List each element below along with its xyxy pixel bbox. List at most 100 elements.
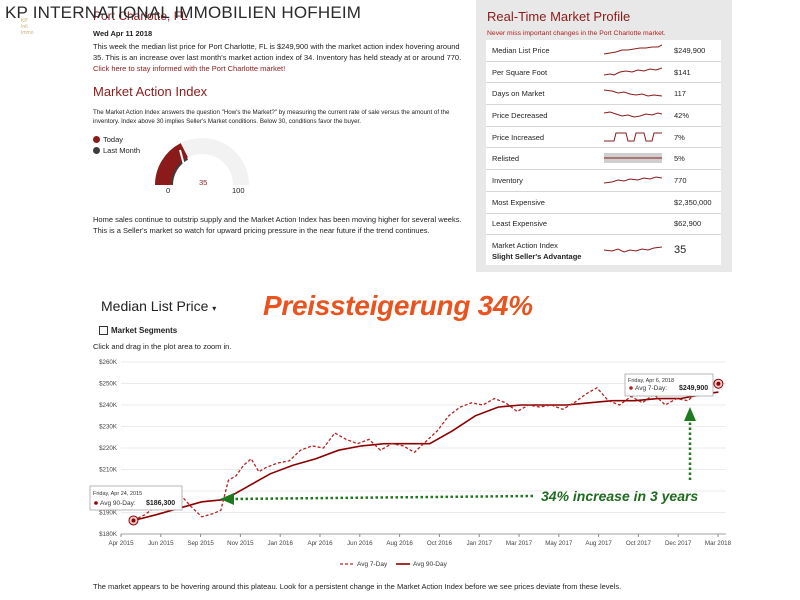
x-tick-label: Aug 2017 (585, 540, 612, 547)
x-tick-label: Sep 2015 (187, 540, 214, 547)
x-tick-label: Mar 2018 (705, 540, 732, 547)
profile-mai-value: 35 (674, 244, 687, 257)
profile-row[interactable]: Price Decreased 42% (486, 105, 721, 127)
x-tick-label: May 2017 (545, 540, 573, 547)
x-tick-label: Jun 2015 (148, 540, 174, 547)
profile-row[interactable]: Least Expensive $62,900 (486, 214, 721, 236)
profile-row[interactable]: Relisted 5% (486, 148, 721, 171)
profile-row[interactable]: Per Square Foot $141 (486, 62, 721, 84)
x-tick-label: Dec 2017 (665, 540, 692, 547)
market-action-index-title: Market Action Index (93, 84, 208, 99)
market-profile-table: Median List Price $249,900 Per Square Fo… (486, 40, 721, 266)
market-segments-toggle[interactable]: Market Segments (99, 326, 177, 335)
profile-row-value: 770 (674, 175, 687, 185)
chart-markers (128, 378, 724, 526)
y-tick-label: $190K (99, 510, 118, 517)
profile-row-label: Inventory (492, 175, 523, 185)
legend-last-month-label: Last Month (103, 146, 141, 155)
market-summary: Home sales continue to outstrip supply a… (93, 215, 462, 235)
end-tooltip-date: Friday, Apr 6, 2018 (628, 378, 674, 384)
horizontal-arrow-line (229, 494, 534, 501)
end-tooltip: Friday, Apr 6, 2018 Avg 7-Day: $249,900 (624, 373, 714, 397)
profile-row-value: 5% (674, 154, 685, 164)
median-list-price-chart[interactable]: $180K$190K$200K$210K$220K$230K$240K$250K… (88, 352, 738, 574)
start-point-marker-core (131, 518, 136, 523)
series-avg-7-day-line (133, 383, 719, 522)
x-tick-label: Aug 2016 (386, 540, 413, 547)
legend-today-dot (93, 136, 100, 143)
x-tick-label: Apr 2016 (307, 540, 333, 547)
sparkline-inventory (604, 176, 662, 184)
gauge-current-label: 35 (199, 178, 208, 187)
profile-row-value: 7% (674, 132, 685, 142)
chevron-down-icon: ▾ (212, 304, 217, 313)
y-tick-label: $210K (99, 467, 118, 474)
x-tick-label: Nov 2015 (227, 540, 254, 547)
vertical-arrowhead (684, 407, 696, 421)
sparkline-per-square-foot (604, 67, 662, 76)
market-segments-checkbox[interactable] (99, 326, 108, 335)
x-tick-label: Oct 2016 (427, 540, 453, 547)
end-tooltip-dot (629, 386, 633, 390)
gauge-max-label: 100 (232, 186, 245, 195)
x-tick-label: Jun 2016 (347, 540, 373, 547)
sparkline-days-on-market (604, 89, 662, 97)
end-tooltip-value: $249,900 (679, 385, 708, 392)
profile-row-value: $141 (674, 67, 691, 77)
intro-paragraph: This week the median list price for Port… (93, 41, 468, 74)
profile-row[interactable]: Days on Market 117 (486, 83, 721, 106)
chart-metric-selector[interactable]: Median List Price ▾ (101, 298, 216, 314)
x-tick-label: Oct 2017 (626, 540, 652, 547)
profile-row-market-action[interactable]: Market Action Index Slight Seller's Adva… (486, 235, 721, 265)
chart-x-axis: Apr 2015 Jun 2015 Sep 2015 Nov 2015 Jan 2016… (108, 533, 732, 547)
profile-row-value: 117 (674, 89, 686, 99)
legend-avg-7-day: Avg 7-Day (357, 561, 388, 568)
profile-row-value: $2,350,000 (674, 197, 712, 207)
profile-mai-sublabel: Slight Seller's Advantage (492, 252, 582, 262)
end-point-marker-core (716, 381, 721, 386)
profile-row-value: $62,900 (674, 219, 702, 229)
chart-footer-text: The market appears to be hovering around… (93, 582, 622, 591)
report-date: Wed Apr 11 2018 (93, 29, 153, 38)
y-tick-label: $230K (99, 424, 118, 431)
agency-logo: KP Intl Immo (21, 18, 34, 36)
x-tick-label: Apr 2015 (108, 540, 134, 547)
chart-legend: Avg 7-Day Avg 90-Day (340, 561, 448, 568)
increase-annotation-text: 34% increase in 3 years (541, 488, 699, 504)
x-tick-label: Jan 2017 (466, 540, 492, 547)
market-profile-subtitle: Never miss important changes in the Port… (487, 30, 666, 37)
profile-row-label: Per Square Foot (492, 67, 548, 77)
increase-annotation-arrows (220, 407, 696, 505)
profile-row-value: $249,900 (674, 45, 706, 55)
legend-today-label: Today (103, 135, 124, 144)
market-profile-title: Real-Time Market Profile (487, 9, 631, 24)
start-tooltip-date: Friday, Apr 24, 2015 (93, 491, 142, 497)
sparkline-price-increased (604, 132, 662, 142)
start-tooltip: Friday, Apr 24, 2015 Avg 90-Day: $186,30… (89, 485, 183, 511)
city-title[interactable]: Port Charlotte, FL (93, 9, 188, 23)
sparkline-market-action-index (604, 246, 662, 253)
start-tooltip-series: Avg 90-Day: (100, 500, 136, 507)
legend-last-month-dot (93, 147, 100, 154)
chart-y-axis: $180K$190K$200K$210K$220K$230K$240K$250K… (99, 359, 118, 538)
stay-informed-link[interactable]: Click here to stay informed with the Por… (93, 64, 286, 73)
profile-row-label: Relisted (492, 154, 520, 164)
profile-row[interactable]: Most Expensive $2,350,000 (486, 192, 721, 214)
profile-mai-title: Market Action Index (492, 241, 558, 251)
start-tooltip-box (89, 485, 183, 511)
sparkline-price-decreased (604, 111, 662, 118)
headline-price-increase: Preissteigerung 34% (263, 290, 533, 321)
profile-row[interactable]: Inventory 770 (486, 170, 721, 192)
sparkline-median-list-price (604, 44, 662, 55)
profile-row[interactable]: Median List Price $249,900 (486, 40, 721, 62)
x-tick-label: Mar 2017 (506, 540, 533, 547)
profile-row-label: Price Decreased (492, 110, 548, 120)
y-tick-label: $220K (99, 445, 118, 452)
sparkline-relisted (604, 153, 662, 164)
profile-row-label: Most Expensive (492, 197, 545, 207)
market-segments-label: Market Segments (111, 326, 178, 335)
profile-row[interactable]: Price Increased 7% (486, 127, 721, 149)
profile-row-value: 42% (674, 110, 690, 120)
x-tick-label: Jan 2016 (267, 540, 293, 547)
y-tick-label: $260K (99, 359, 118, 366)
